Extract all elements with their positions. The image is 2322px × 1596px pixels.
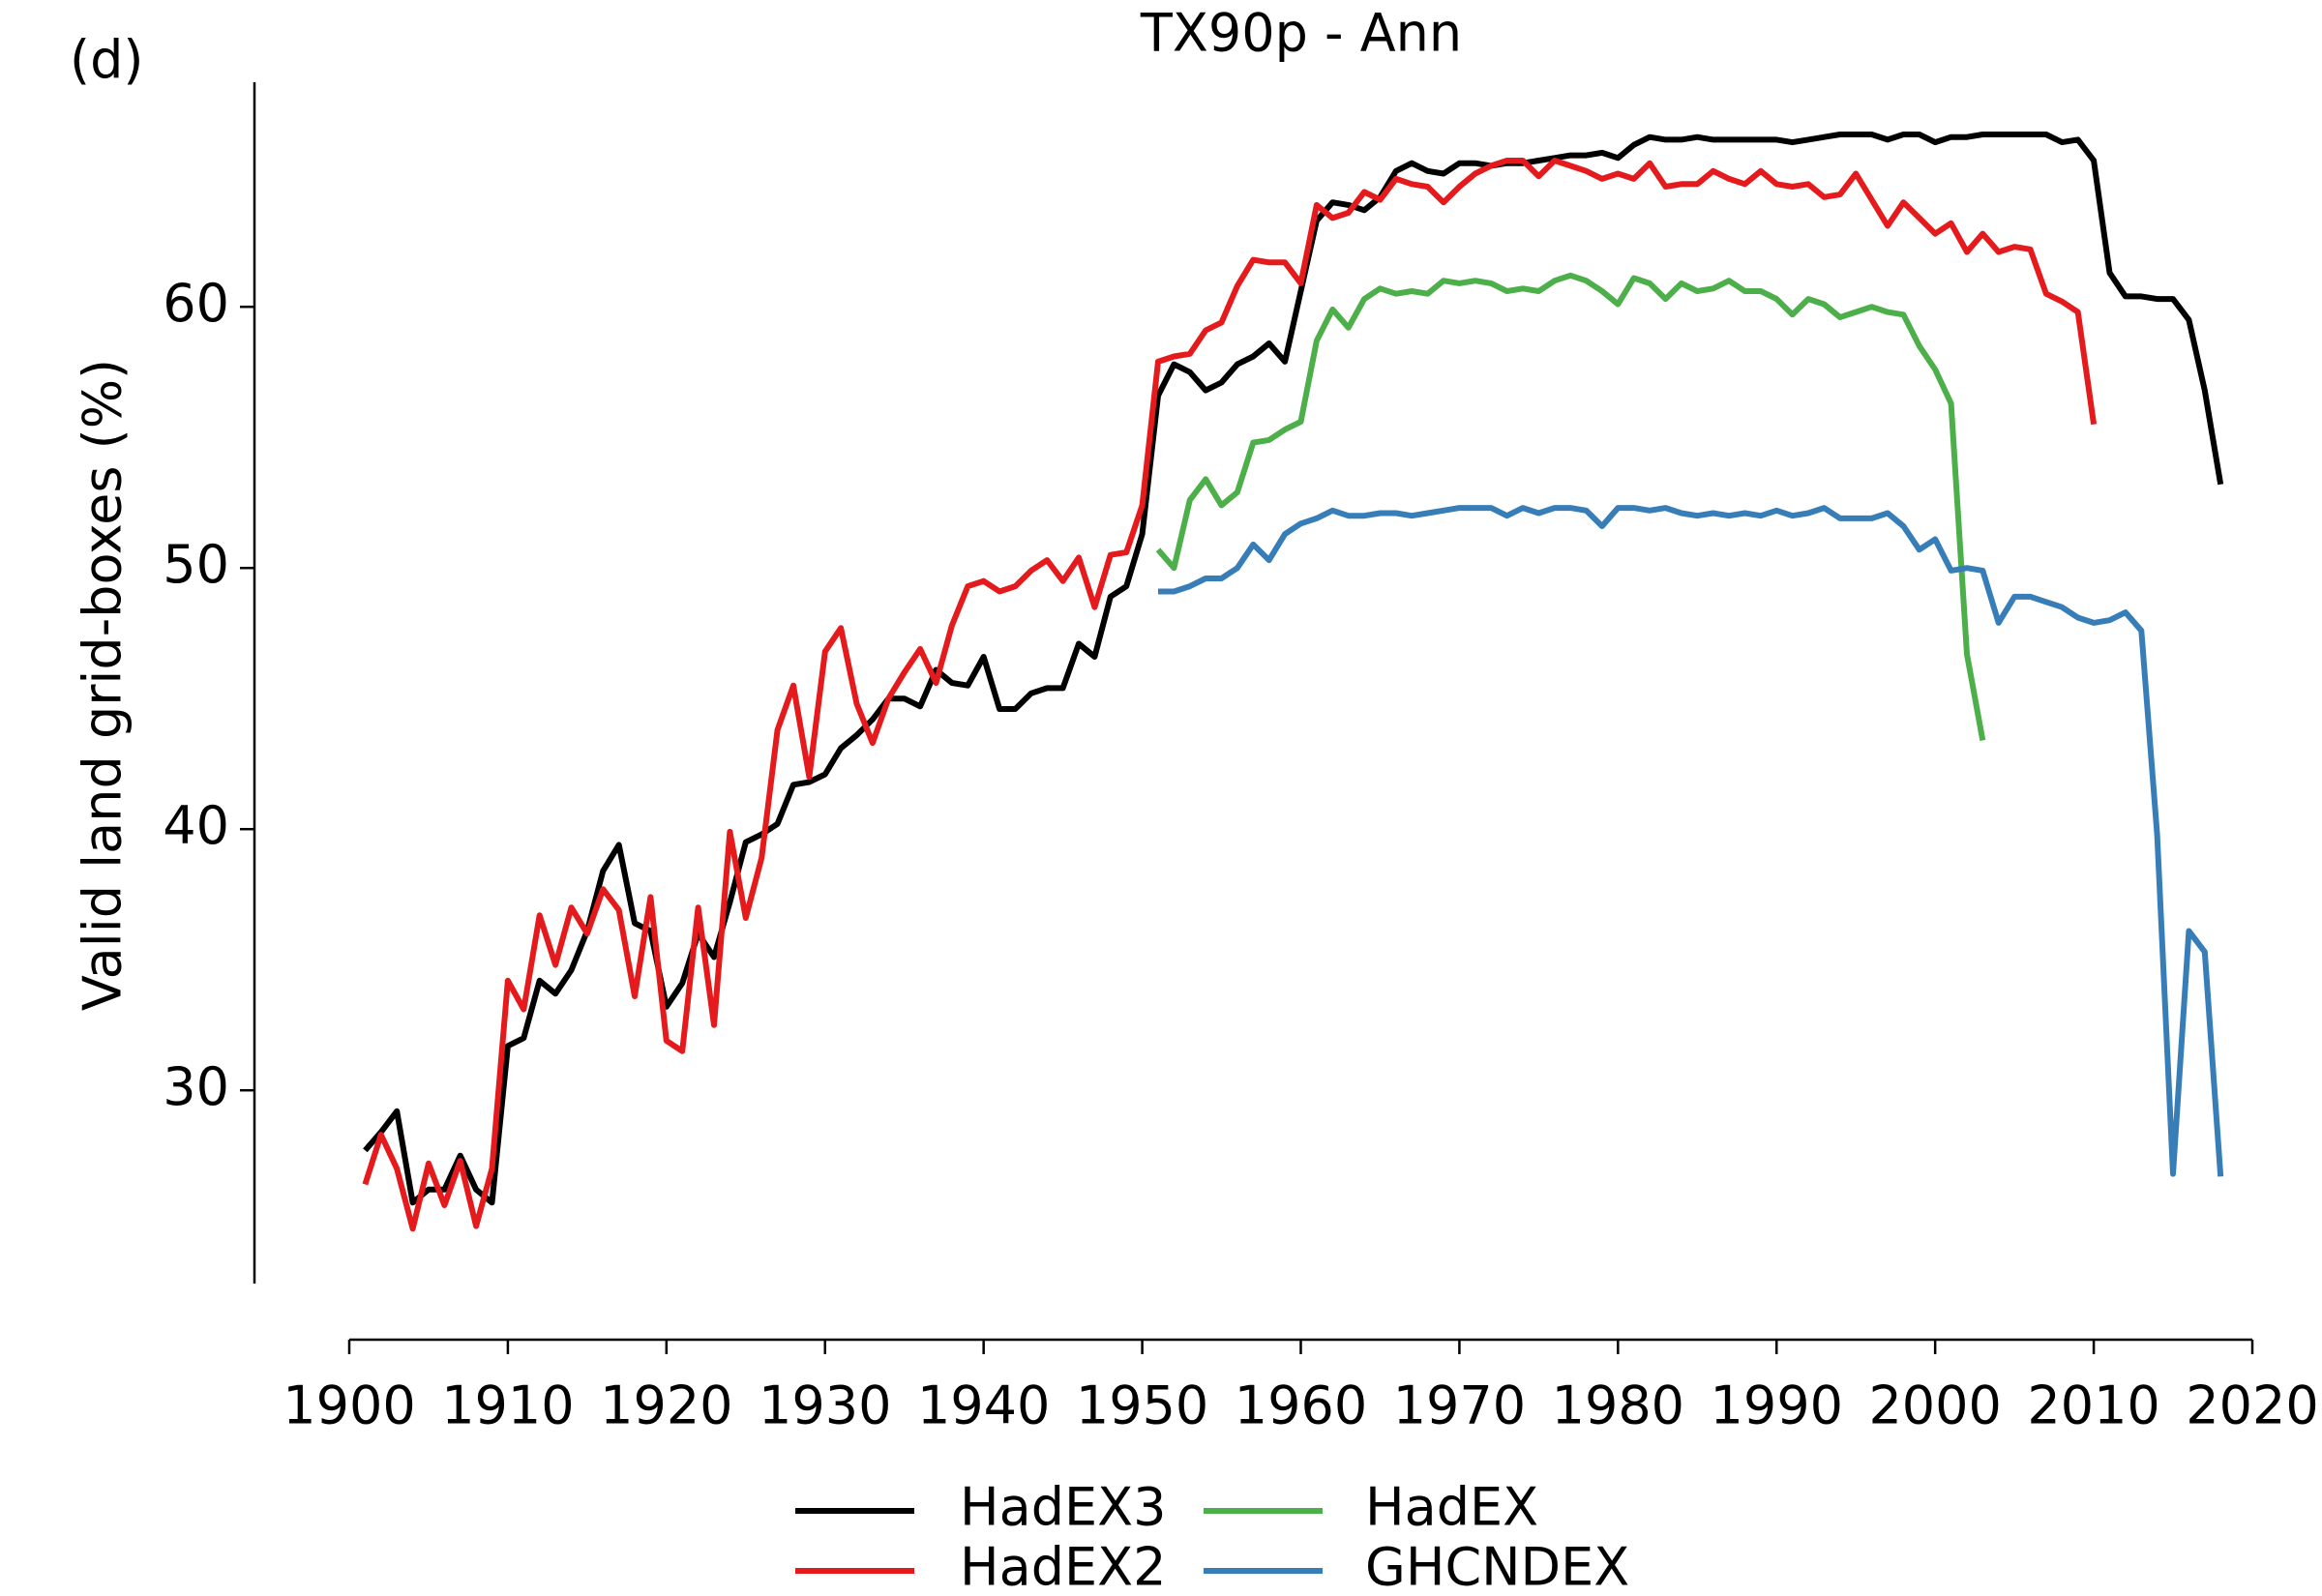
x-tick-label: 1950 xyxy=(1076,1375,1208,1436)
x-tick-label: 1980 xyxy=(1552,1375,1684,1436)
x-tick-label: 1940 xyxy=(917,1375,1050,1436)
legend-label: HadEX3 xyxy=(960,1477,1166,1538)
x-tick-label: 1930 xyxy=(759,1375,891,1436)
series-line xyxy=(363,132,2224,1206)
y-tick-label: 30 xyxy=(163,1056,229,1117)
series-line xyxy=(1158,505,2224,1177)
y-axis-label: Valid land grid-boxes (%) xyxy=(73,359,134,1011)
panel-label: (d) xyxy=(70,30,143,91)
x-tick-label: 1960 xyxy=(1235,1375,1367,1436)
x-tick-label: 2010 xyxy=(2027,1375,2159,1436)
x-tick-label: 1910 xyxy=(441,1375,574,1436)
series-line xyxy=(362,158,2098,1232)
x-tick-label: 1920 xyxy=(600,1375,732,1436)
x-tick-label: 2020 xyxy=(2186,1375,2318,1436)
x-tick-label: 1900 xyxy=(283,1375,415,1436)
x-tick-label: 1990 xyxy=(1711,1375,1843,1436)
y-tick-label: 50 xyxy=(163,534,229,595)
legend-label: HadEX xyxy=(1365,1477,1538,1538)
legend-label: GHCNDEX xyxy=(1365,1537,1629,1596)
series-line xyxy=(1155,272,1986,741)
x-tick-label: 1970 xyxy=(1393,1375,1526,1436)
legend-label: HadEX2 xyxy=(960,1537,1166,1596)
y-tick-label: 40 xyxy=(163,795,229,856)
y-tick-label: 60 xyxy=(163,273,229,334)
x-tick-label: 2000 xyxy=(1868,1375,2001,1436)
chart-title: TX90p - Ann xyxy=(1140,3,1462,64)
